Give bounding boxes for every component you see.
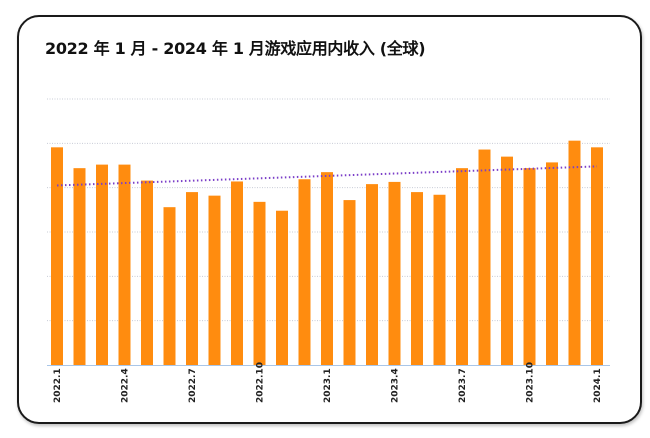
bar-2022.8 — [208, 195, 221, 365]
x-tick-label: 2022.1 — [53, 368, 63, 403]
chart-title: 2022 年 1 月 - 2024 年 1 月游戏应用内收入 (全球) — [45, 39, 426, 58]
x-tick-label: 2024.1 — [593, 368, 603, 403]
bar-2023.12 — [568, 140, 581, 365]
bar-2023.2 — [343, 200, 356, 365]
bar-2023.7 — [456, 168, 468, 365]
x-tick-label: 2023.4 — [391, 368, 401, 403]
x-tick-label: 2022.4 — [121, 368, 131, 403]
bar-2023.8 — [478, 149, 491, 365]
bar-2023.6 — [433, 194, 446, 365]
bar-2022.6 — [163, 207, 176, 365]
bar-2022.4 — [118, 164, 131, 365]
bar-2022.7 — [186, 192, 198, 365]
bar-2022.3 — [96, 164, 108, 365]
x-tick-label: 2023.1 — [323, 368, 333, 403]
x-tick-label: 2023.7 — [458, 368, 468, 403]
bar-2022.12 — [298, 179, 311, 365]
bar-2023.5 — [411, 192, 423, 365]
x-tick-label: 2023.10 — [526, 362, 536, 403]
bar-2023.9 — [501, 156, 513, 365]
bar-2022.5 — [141, 180, 153, 365]
bar-2022.10 — [253, 201, 266, 365]
bar-2024.1 — [591, 147, 603, 365]
bar-2022.11 — [276, 210, 288, 365]
bar-2022.9 — [231, 181, 243, 365]
x-tick-label: 2022.7 — [188, 368, 198, 403]
bar-2023.1 — [321, 172, 333, 365]
bar-2023.10 — [523, 168, 536, 365]
bar-2023.3 — [366, 184, 378, 365]
bar-2023.11 — [546, 162, 558, 365]
bar-2022.2 — [73, 168, 86, 365]
bar-2022.1 — [51, 147, 63, 365]
x-tick-label: 2022.10 — [256, 362, 266, 403]
bar-2023.4 — [388, 181, 401, 365]
